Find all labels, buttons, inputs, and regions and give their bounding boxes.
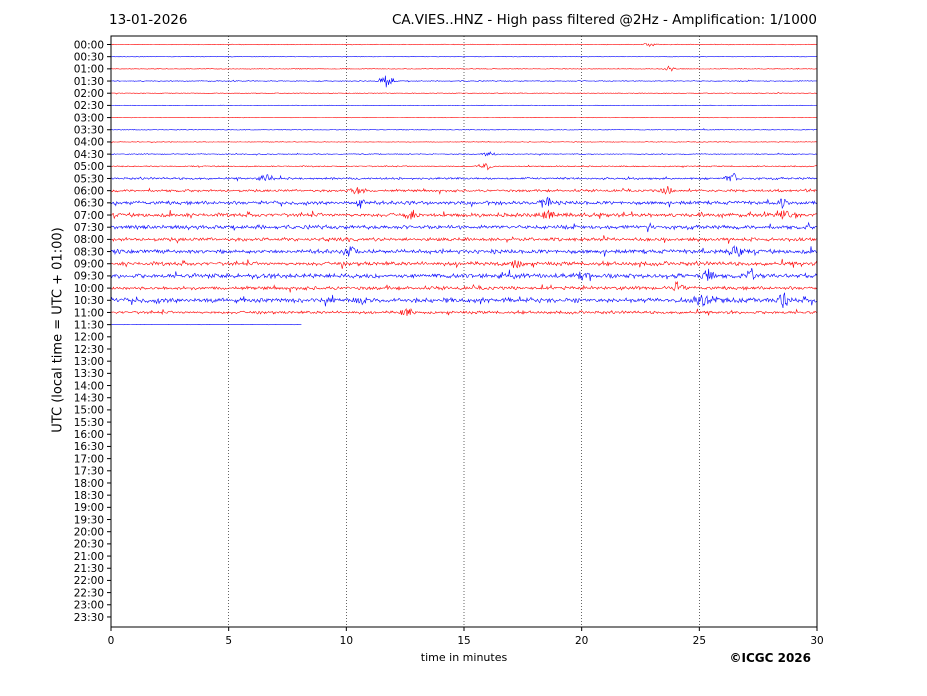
plot-background — [111, 36, 817, 627]
y-tick-label: 05:30 — [74, 173, 104, 185]
x-tick-label: 5 — [225, 635, 232, 647]
y-tick-label: 21:00 — [74, 551, 104, 563]
trace-0930 — [110, 268, 817, 282]
y-tick-label: 14:30 — [74, 393, 104, 405]
x-axis-label: time in minutes — [420, 651, 508, 664]
trace-0730 — [110, 221, 817, 233]
y-tick-label: 14:00 — [74, 380, 104, 392]
y-tick-label: 02:00 — [74, 88, 104, 100]
x-tick-label: 20 — [575, 635, 588, 647]
y-tick-label: 01:30 — [74, 76, 104, 88]
y-tick-label: 12:00 — [74, 332, 104, 344]
x-tick-label: 30 — [810, 635, 823, 647]
copyright-label: ©ICGC 2026 — [729, 651, 811, 665]
y-tick-label: 05:00 — [74, 161, 104, 173]
trace-0000 — [110, 43, 817, 47]
chart-title: CA.VIES..HNZ - High pass filtered @2Hz -… — [392, 12, 817, 28]
y-axis-label: UTC (local time = UTC + 01:00) — [50, 227, 66, 433]
grid-lines — [228, 36, 700, 627]
y-tick-label: 06:30 — [74, 198, 104, 210]
trace-0130 — [110, 75, 817, 88]
y-tick-label: 16:00 — [74, 429, 104, 441]
y-tick-label: 15:30 — [74, 417, 104, 429]
y-tick-label: 04:00 — [74, 137, 104, 149]
y-tick-label: 18:00 — [74, 478, 104, 490]
y-tick-label: 08:30 — [74, 246, 104, 258]
y-tick-label: 04:30 — [74, 149, 104, 161]
y-tick-label: 10:00 — [74, 283, 104, 295]
trace-0700 — [110, 209, 817, 220]
trace-0330 — [110, 128, 817, 131]
traces — [110, 43, 817, 326]
trace-0900 — [110, 258, 817, 269]
y-tick-label: 09:00 — [74, 259, 104, 271]
trace-0200 — [110, 91, 817, 95]
y-tick-label: 00:30 — [74, 51, 104, 63]
trace-1000 — [110, 280, 817, 293]
y-tick-label: 07:30 — [74, 222, 104, 234]
x-tick-label: 15 — [457, 635, 470, 647]
y-tick-label: 21:30 — [74, 563, 104, 575]
y-tick-label: 06:00 — [74, 185, 104, 197]
y-tick-label: 16:30 — [74, 441, 104, 453]
y-tick-label: 07:00 — [74, 210, 104, 222]
trace-0400 — [110, 141, 817, 144]
y-tick-label: 02:30 — [74, 100, 104, 112]
y-tick-label: 19:30 — [74, 514, 104, 526]
y-tick-label: 17:30 — [74, 466, 104, 478]
y-tick-label: 13:00 — [74, 356, 104, 368]
y-tick-label: 00:00 — [74, 39, 104, 51]
date-label: 13-01-2026 — [109, 12, 188, 28]
trace-0230 — [111, 104, 817, 107]
trace-0430 — [110, 151, 817, 157]
y-tick-label: 13:30 — [74, 368, 104, 380]
trace-0500 — [110, 163, 817, 171]
y-tick-label: 11:00 — [74, 307, 104, 319]
x-tick-label: 25 — [693, 635, 706, 647]
trace-0630 — [110, 196, 817, 210]
y-tick-label: 08:00 — [74, 234, 104, 246]
x-tick-label: 0 — [108, 635, 115, 647]
trace-1100 — [110, 307, 817, 317]
y-tick-label: 10:30 — [74, 295, 104, 307]
y-tick-label: 01:00 — [74, 64, 104, 76]
y-tick-label: 09:30 — [74, 271, 104, 283]
y-tick-label: 18:30 — [74, 490, 104, 502]
y-tick-label: 19:00 — [74, 502, 104, 514]
y-tick-label: 20:30 — [74, 539, 104, 551]
x-axis: 0 5 10 15 20 25 30 — [108, 627, 824, 647]
y-tick-label: 23:00 — [74, 600, 104, 612]
y-axis: 00:0000:3001:0001:3002:0002:3003:0003:30… — [74, 39, 111, 624]
trace-0530 — [110, 172, 817, 182]
trace-0100 — [110, 65, 817, 72]
y-tick-label: 23:30 — [74, 612, 104, 624]
trace-0030 — [110, 56, 817, 58]
y-tick-label: 15:00 — [74, 405, 104, 417]
trace-0300 — [111, 116, 817, 119]
trace-0800 — [110, 235, 817, 244]
trace-0600 — [110, 186, 817, 195]
y-tick-label: 03:00 — [74, 112, 104, 124]
y-tick-label: 11:30 — [74, 319, 104, 331]
trace-1030 — [110, 292, 817, 309]
y-tick-label: 12:30 — [74, 344, 104, 356]
y-tick-label: 22:00 — [74, 575, 104, 587]
y-tick-label: 03:30 — [74, 125, 104, 137]
trace-0830 — [110, 245, 817, 258]
y-tick-label: 20:00 — [74, 527, 104, 539]
y-tick-label: 22:30 — [74, 587, 104, 599]
y-tick-label: 17:00 — [74, 453, 104, 465]
x-tick-label: 10 — [340, 635, 353, 647]
